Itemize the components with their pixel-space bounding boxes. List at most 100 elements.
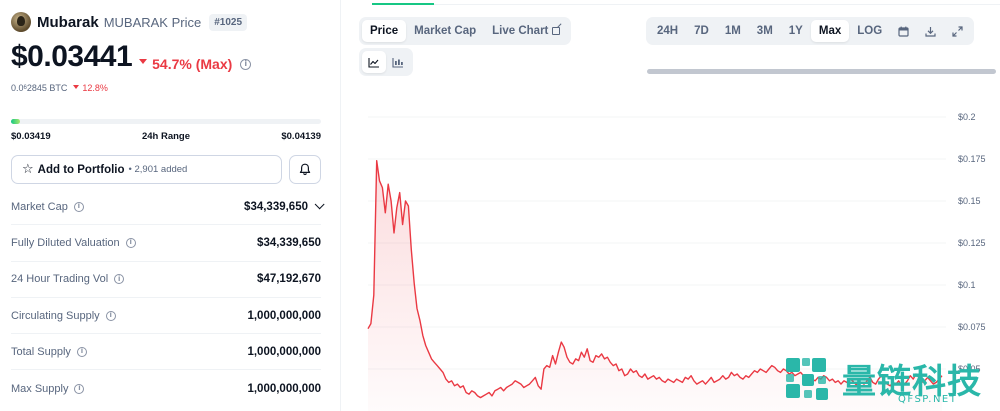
stat-row: Circulating Supply i 1,000,000,000 <box>11 298 321 335</box>
y-tick-label: $0.15 <box>958 196 981 206</box>
coin-header: Mubarak MUBARAK Price #1025 <box>11 12 248 32</box>
candlestick-chart-button[interactable] <box>386 51 410 73</box>
watermark: 量链科技 QFSP.NET <box>780 352 1000 410</box>
info-icon[interactable]: i <box>240 58 252 70</box>
stat-label: Circulating Supply i <box>11 310 116 322</box>
range-tab-3m[interactable]: 3M <box>756 25 773 37</box>
stat-value-text: $47,192,670 <box>257 273 321 286</box>
watermark-logo <box>786 358 828 400</box>
watermark-text: 量链科技 <box>842 362 982 402</box>
coin-logo <box>11 12 31 32</box>
time-range-list: 24H 7D 1M 3M 1Y Max LOG <box>649 20 890 42</box>
range-tab-max[interactable]: Max <box>810 20 850 42</box>
range-24h-labels: $0.03419 24h Range $0.04139 <box>11 131 321 142</box>
info-icon[interactable]: i <box>105 310 116 321</box>
y-tick-label: $0.2 <box>958 112 976 122</box>
download-button[interactable] <box>917 20 944 42</box>
range-24h-bar <box>11 119 321 124</box>
star-icon: ☆ <box>22 162 34 177</box>
top-divider <box>434 4 1000 5</box>
portfolio-label: Add to Portfolio <box>37 163 125 176</box>
range-low: $0.03419 <box>11 131 51 142</box>
btc-change-value: 12.8% <box>82 83 108 93</box>
active-tab-indicator <box>372 3 434 5</box>
calendar-button[interactable] <box>890 20 917 42</box>
y-tick-label: $0.125 <box>958 238 986 248</box>
stat-value-text: $34,339,650 <box>257 236 321 249</box>
range-24h-fill <box>11 119 21 124</box>
stat-value: $47,192,670 <box>257 273 321 285</box>
portfolio-count: • 2,901 added <box>128 164 188 175</box>
coin-symbol-label: MUBARAK Price <box>103 14 202 30</box>
chart-range-scrollbar[interactable] <box>647 69 996 74</box>
y-tick-label: $0.175 <box>958 154 986 164</box>
range-tab-24h[interactable]: 24H <box>657 25 679 37</box>
add-to-portfolio-button[interactable]: ☆ Add to Portfolio • 2,901 added <box>11 155 282 184</box>
bell-icon <box>299 163 311 176</box>
price-chart[interactable]: $0.2 $0.175 $0.15 $0.125 $0.1 $0.075 $0.05 <box>350 100 1000 411</box>
info-icon[interactable]: i <box>74 383 85 394</box>
line-chart-button[interactable] <box>362 51 386 73</box>
watermark-subtext: QFSP.NET <box>898 394 958 405</box>
stat-value-text: 1,000,000,000 <box>247 345 321 358</box>
stat-label-text: Total Supply <box>11 345 71 358</box>
info-icon[interactable]: i <box>125 237 136 248</box>
candlestick-chart-icon <box>392 57 403 68</box>
stat-label-text: 24 Hour Trading Vol <box>11 273 109 286</box>
info-icon[interactable]: i <box>76 346 87 357</box>
range-tab-7d[interactable]: 7D <box>694 25 709 37</box>
time-range-tabs: 24H 7D 1M 3M 1Y Max LOG <box>646 17 975 45</box>
price-area <box>368 160 942 411</box>
stat-row: Total Supply i 1,000,000,000 <box>11 334 321 371</box>
info-icon[interactable]: i <box>73 201 84 212</box>
stat-value: $34,339,650 <box>244 199 325 213</box>
stat-row: Max Supply i 1,000,000,000 <box>11 370 321 406</box>
stat-label: Total Supply i <box>11 346 87 358</box>
price-chart-svg: $0.2 $0.175 $0.15 $0.125 $0.1 $0.075 $0.05 <box>367 112 986 411</box>
stat-row[interactable]: Market Cap i $34,339,650 <box>11 189 325 226</box>
coin-info-panel: Mubarak MUBARAK Price #1025 $0.03441 54.… <box>0 0 333 411</box>
view-tabs: Price Market Cap Live Chart <box>359 17 572 45</box>
stat-label-text: Max Supply <box>11 382 69 395</box>
btc-price-row: 0.0 6 2845 BTC 12.8% <box>11 83 108 93</box>
calendar-icon <box>898 26 909 37</box>
chevron-down-icon[interactable] <box>314 199 325 210</box>
fullscreen-icon <box>952 25 963 37</box>
tab-label: Live Chart <box>492 25 549 37</box>
btc-price-prefix: 0.0 <box>11 83 24 93</box>
tab-label: Market Cap <box>414 25 477 37</box>
tab-price[interactable]: Price <box>362 20 407 42</box>
current-price: $0.03441 <box>11 40 133 73</box>
stat-value-text: 1,000,000,000 <box>247 309 321 322</box>
range-tab-log[interactable]: LOG <box>857 25 883 37</box>
y-tick-label: $0.1 <box>958 280 976 290</box>
stat-value: 1,000,000,000 <box>247 383 321 395</box>
stat-label: Max Supply i <box>11 382 85 395</box>
stats-list: Market Cap i $34,339,650 Fully Diluted Valu… <box>11 189 325 407</box>
stat-label-text: Circulating Supply <box>11 309 100 322</box>
panel-divider <box>340 0 341 411</box>
stat-value: $34,339,650 <box>257 237 321 249</box>
tab-market-cap[interactable]: Market Cap <box>406 20 484 42</box>
stat-value-text: 1,000,000,000 <box>247 382 321 395</box>
tab-live-chart[interactable]: Live Chart <box>484 20 568 42</box>
btc-change: 12.8% <box>73 83 108 93</box>
stat-label-text: Market Cap <box>11 200 68 213</box>
stat-value: 1,000,000,000 <box>247 310 321 322</box>
stat-label-text: Fully Diluted Valuation <box>11 236 120 249</box>
external-link-icon <box>552 27 561 35</box>
line-chart-icon <box>368 57 379 68</box>
range-label: 24h Range <box>141 131 191 142</box>
stat-label: 24 Hour Trading Vol i <box>11 273 125 286</box>
btc-price-rest: 2845 BTC <box>26 83 68 93</box>
tab-label: Price <box>370 25 399 37</box>
stat-row: 24 Hour Trading Vol i $47,192,670 <box>11 262 321 298</box>
chart-type-toggle <box>359 48 413 76</box>
price-alert-button[interactable] <box>289 155 321 184</box>
fullscreen-button[interactable] <box>944 20 971 42</box>
download-icon <box>925 26 936 37</box>
range-tab-1m[interactable]: 1M <box>724 25 741 37</box>
range-tab-1y[interactable]: 1Y <box>788 25 803 37</box>
stat-label: Fully Diluted Valuation i <box>11 237 136 249</box>
info-icon[interactable]: i <box>114 274 125 285</box>
